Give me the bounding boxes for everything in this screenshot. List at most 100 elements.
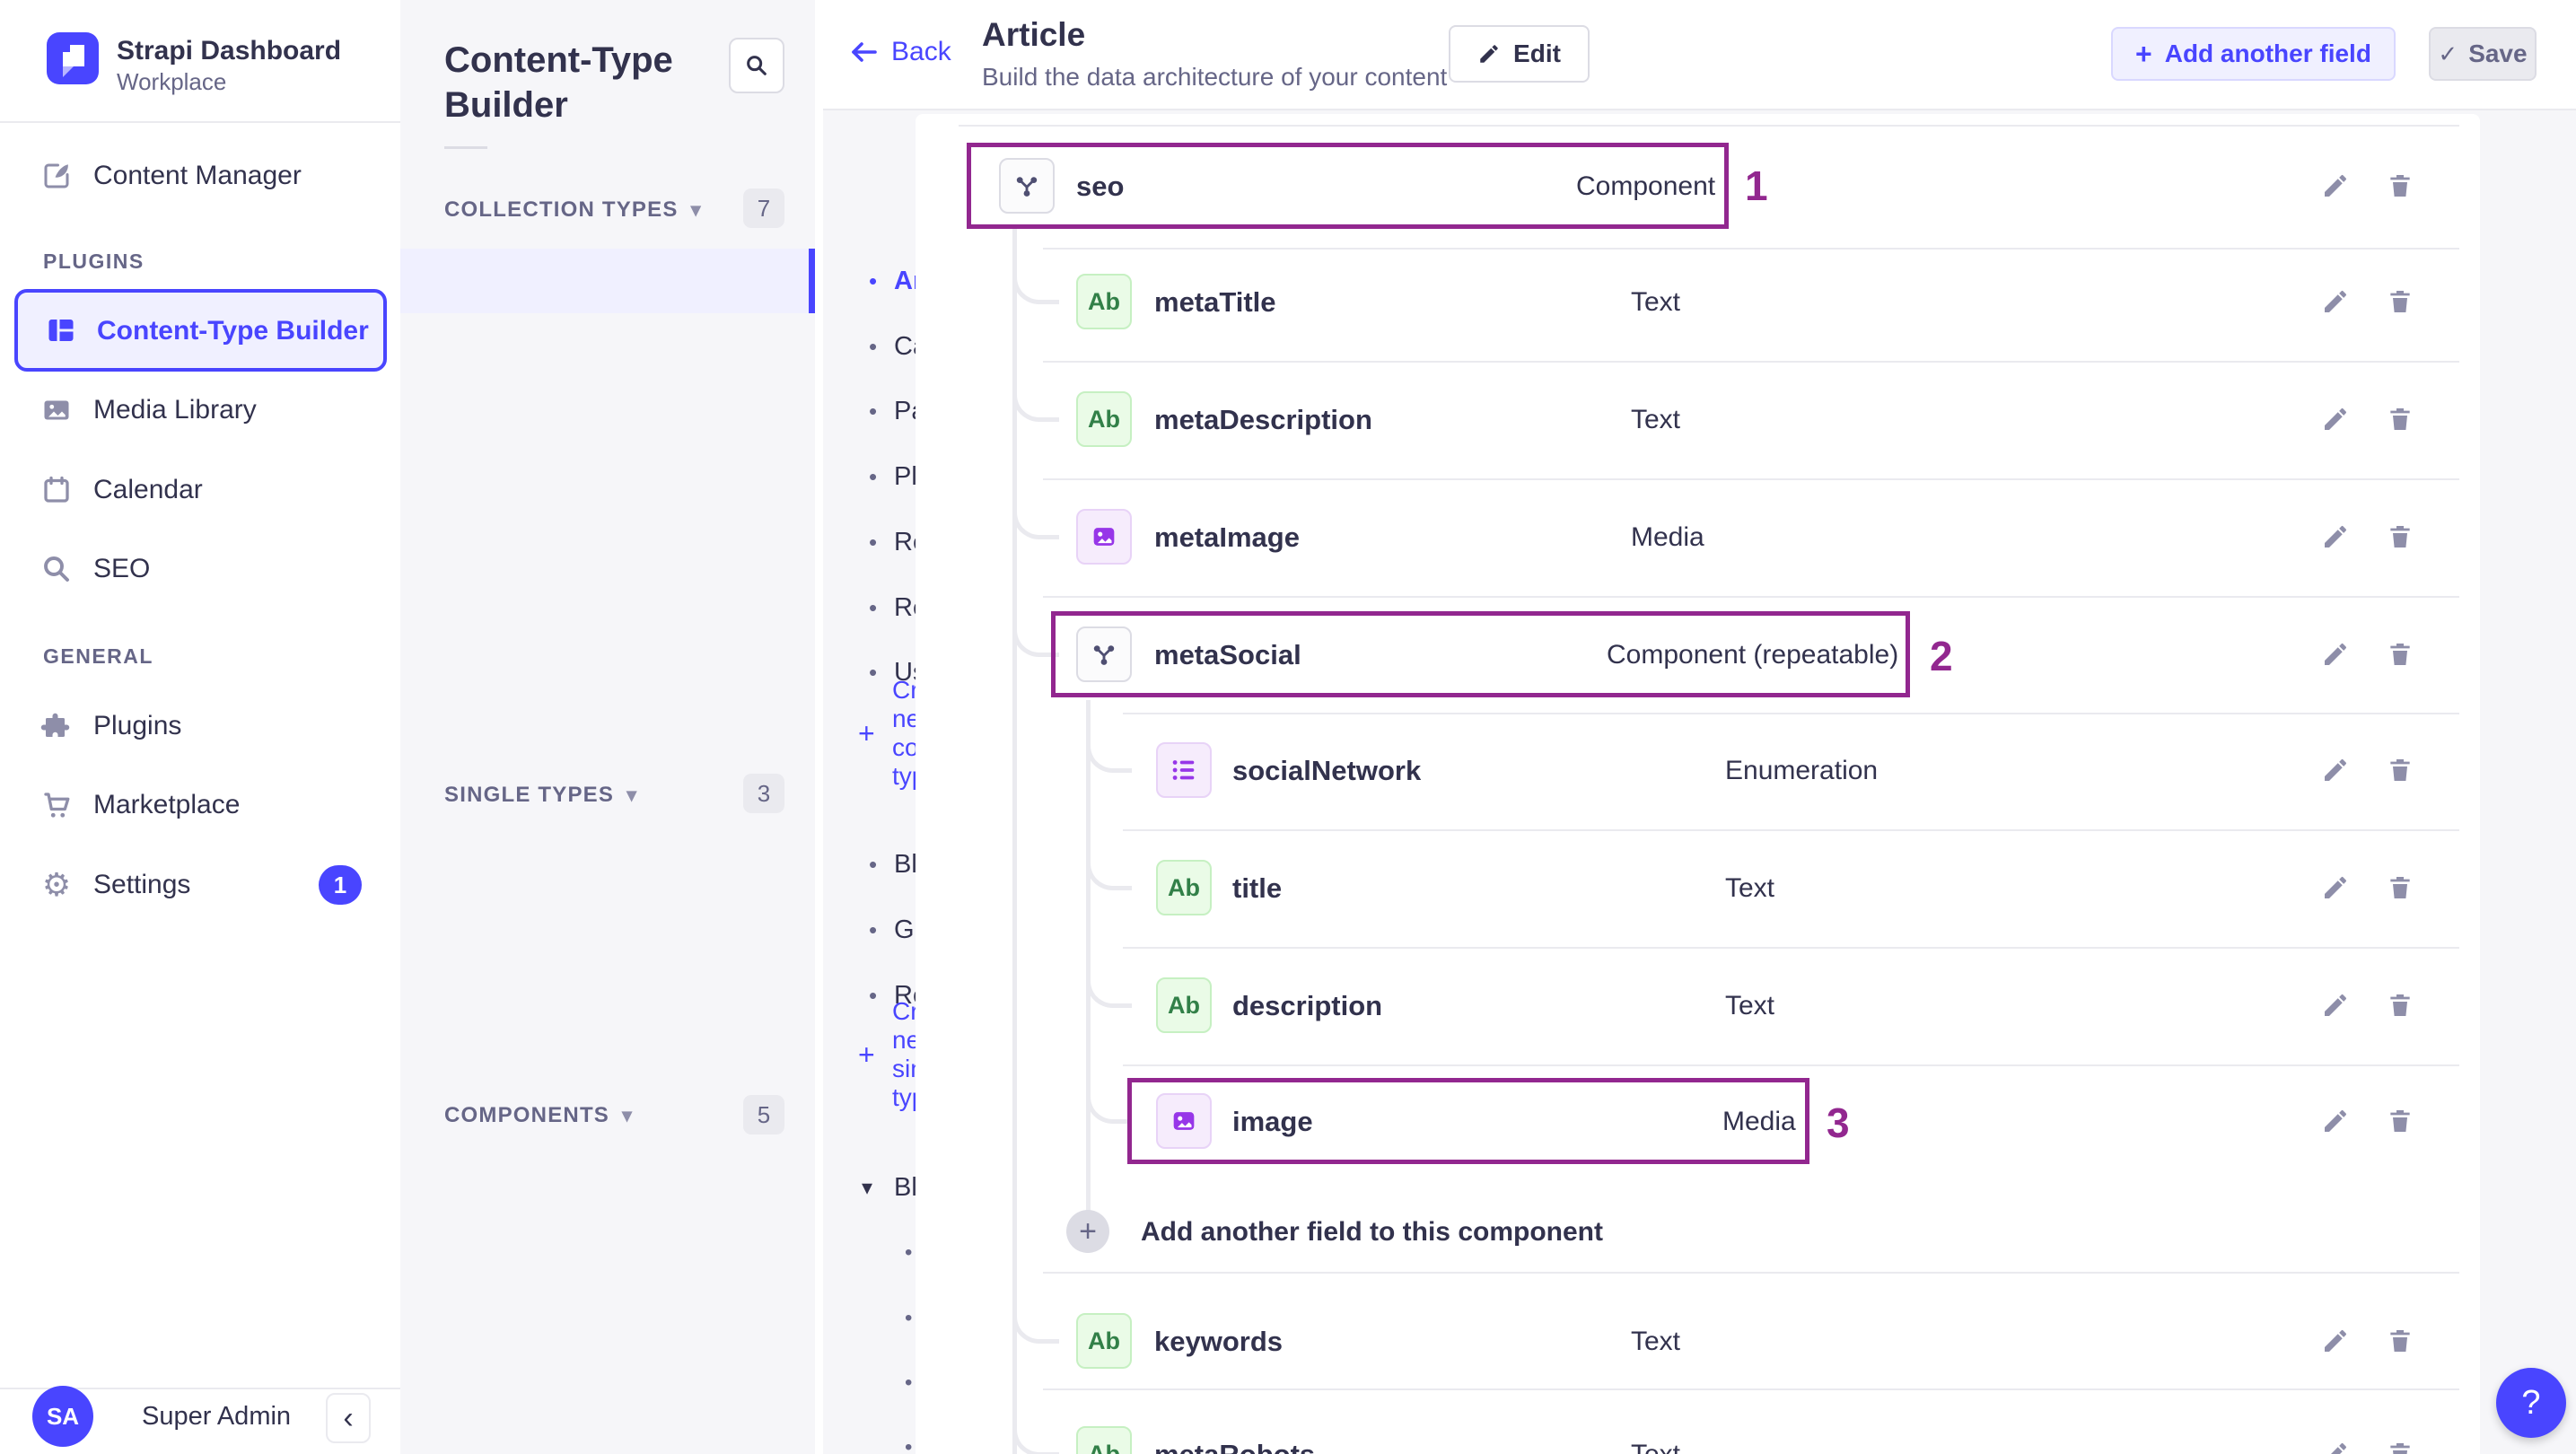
builder-title: Content-Type Builder bbox=[444, 40, 673, 125]
edit-field-button[interactable] bbox=[2319, 285, 2352, 318]
edit-field-button[interactable] bbox=[2319, 1438, 2352, 1454]
pencil-icon bbox=[2325, 994, 2347, 1016]
edit-field-button[interactable] bbox=[2319, 521, 2352, 553]
edit-field-button[interactable] bbox=[2319, 1325, 2352, 1357]
component-group-blocks[interactable]: ▾ Blocks bbox=[400, 1155, 970, 1220]
edit-field-button[interactable] bbox=[2319, 872, 2352, 904]
collection-types-header[interactable]: COLLECTION TYPES ▾ bbox=[444, 190, 785, 230]
gear-icon: ⚙ bbox=[41, 866, 72, 903]
search-icon bbox=[747, 56, 767, 75]
collapse-sidebar-button[interactable]: ‹ bbox=[326, 1393, 371, 1443]
chevron-down-icon: ▾ bbox=[622, 1104, 634, 1126]
field-row-metarobots[interactable]: Ab metaRobots Text bbox=[0, 1412, 2576, 1454]
sidebar-item-label: Settings bbox=[93, 870, 191, 899]
field-row-image[interactable]: image Media bbox=[0, 1079, 2576, 1163]
field-row-socialnetwork[interactable]: socialNetwork Enumeration bbox=[0, 728, 2576, 812]
field-type: Media bbox=[1722, 1107, 1796, 1136]
section-label: SINGLE TYPES bbox=[444, 783, 615, 807]
trash-icon bbox=[2390, 291, 2410, 312]
field-name: metaSocial bbox=[1154, 639, 1301, 670]
edit-field-button[interactable] bbox=[2319, 638, 2352, 670]
delete-field-button[interactable] bbox=[2384, 754, 2416, 786]
bullet-icon: • bbox=[869, 397, 878, 425]
delete-field-button[interactable] bbox=[2384, 989, 2416, 1021]
trash-icon bbox=[2390, 175, 2410, 197]
delete-field-button[interactable] bbox=[2384, 403, 2416, 435]
sidebar-item-article[interactable]: • Article bbox=[400, 249, 975, 313]
sidebar-item-calendar[interactable]: Calendar bbox=[0, 459, 400, 521]
add-field-label: Add another field bbox=[2164, 39, 2371, 67]
add-another-field-button[interactable]: + Add another field bbox=[2111, 27, 2396, 81]
field-type: Media bbox=[1631, 522, 1704, 552]
field-type: Text bbox=[1631, 405, 1681, 434]
sidebar-item-cta[interactable]: • Cta bbox=[400, 1221, 970, 1285]
pencil-icon bbox=[2330, 1442, 2347, 1454]
delete-field-button[interactable] bbox=[2384, 1325, 2416, 1357]
edit-field-button[interactable] bbox=[2319, 1105, 2352, 1137]
edit-button[interactable]: Edit bbox=[1449, 25, 1590, 83]
delete-field-button[interactable] bbox=[2384, 170, 2416, 202]
arrow-left-icon bbox=[852, 42, 877, 62]
field-row-metasocial[interactable]: metaSocial Component (repeatable) bbox=[0, 612, 2576, 696]
sidebar-item-content-manager[interactable]: Content Manager bbox=[0, 145, 400, 207]
sidebar-item-settings[interactable]: ⚙ Settings bbox=[0, 854, 400, 916]
back-button[interactable]: Back bbox=[848, 36, 951, 68]
delete-field-button[interactable] bbox=[2384, 1105, 2416, 1137]
trash-icon bbox=[2390, 1110, 2410, 1132]
pencil-icon bbox=[2325, 758, 2347, 781]
main-sidebar: Strapi Dashboard Workplace Content Manag… bbox=[0, 0, 402, 1454]
field-type: Text bbox=[1725, 991, 1775, 1020]
field-row-metatitle[interactable]: Ab metaTitle Text bbox=[0, 259, 2576, 344]
edit-field-button[interactable] bbox=[2319, 170, 2352, 202]
bullet-icon: • bbox=[869, 528, 878, 556]
sidebar-item-content-type-builder[interactable]: Content-Type Builder bbox=[14, 289, 387, 372]
bullet-icon: • bbox=[905, 1371, 913, 1395]
field-name: keywords bbox=[1154, 1326, 1284, 1357]
edit-field-button[interactable] bbox=[2319, 989, 2352, 1021]
delete-field-button[interactable] bbox=[2384, 285, 2416, 318]
pencil-icon bbox=[2325, 174, 2347, 197]
field-type: Text bbox=[1631, 1440, 1680, 1454]
field-row-keywords[interactable]: Ab keywords Text bbox=[0, 1299, 2576, 1383]
check-icon: ✓ bbox=[2438, 39, 2458, 67]
feather-pen-icon bbox=[40, 160, 73, 192]
edit-field-button[interactable] bbox=[2319, 403, 2352, 435]
edit-field-button[interactable] bbox=[2319, 754, 2352, 786]
app-workspace: Workplace bbox=[117, 68, 227, 95]
sidebar-item-seo[interactable]: SEO bbox=[0, 538, 400, 600]
field-row-seo[interactable]: seo Component bbox=[0, 144, 2576, 228]
trash-icon bbox=[2390, 1330, 2410, 1352]
row-separator bbox=[1043, 248, 2459, 250]
row-separator bbox=[1043, 1388, 2459, 1390]
text-field-icon: Ab bbox=[1076, 274, 1132, 329]
sidebar-item-plugins[interactable]: Plugins bbox=[0, 695, 400, 758]
help-button[interactable]: ? bbox=[2496, 1368, 2566, 1438]
delete-field-button[interactable] bbox=[2384, 1438, 2416, 1454]
bullet-icon: • bbox=[869, 850, 878, 878]
save-button[interactable]: ✓ Save bbox=[2429, 27, 2537, 81]
add-component-field-label[interactable]: Add another field to this component bbox=[1141, 1217, 1603, 1247]
edit-label: Edit bbox=[1513, 39, 1561, 67]
avatar[interactable]: SA bbox=[32, 1386, 93, 1447]
components-header[interactable]: COMPONENTS ▾ bbox=[444, 1096, 785, 1135]
search-button[interactable] bbox=[729, 38, 784, 93]
collection-count-badge: 7 bbox=[743, 188, 784, 228]
scrollbar-track[interactable] bbox=[815, 0, 823, 1454]
field-row-metadescription[interactable]: Ab metaDescription Text bbox=[0, 377, 2576, 461]
sidebar-item-media-library[interactable]: Media Library bbox=[0, 379, 400, 442]
delete-field-button[interactable] bbox=[2384, 872, 2416, 904]
field-type: Component (repeatable) bbox=[1607, 640, 1899, 670]
single-types-header[interactable]: SINGLE TYPES ▾ bbox=[444, 775, 785, 815]
field-name: socialNetwork bbox=[1232, 755, 1422, 786]
delete-field-button[interactable] bbox=[2384, 638, 2416, 670]
field-row-description[interactable]: Ab description Text bbox=[0, 963, 2576, 1047]
field-row-title[interactable]: Ab title Text bbox=[0, 845, 2576, 930]
sidebar-item-marketplace[interactable]: Marketplace bbox=[0, 774, 400, 836]
pencil-icon bbox=[2325, 290, 2347, 312]
field-row-metaimage[interactable]: metaImage Media bbox=[0, 495, 2576, 579]
component-icon bbox=[999, 158, 1055, 214]
field-name: title bbox=[1232, 872, 1283, 904]
add-component-field-button[interactable]: + bbox=[1066, 1210, 1109, 1253]
delete-field-button[interactable] bbox=[2384, 521, 2416, 553]
sidebar-item-label: Marketplace bbox=[93, 790, 241, 819]
